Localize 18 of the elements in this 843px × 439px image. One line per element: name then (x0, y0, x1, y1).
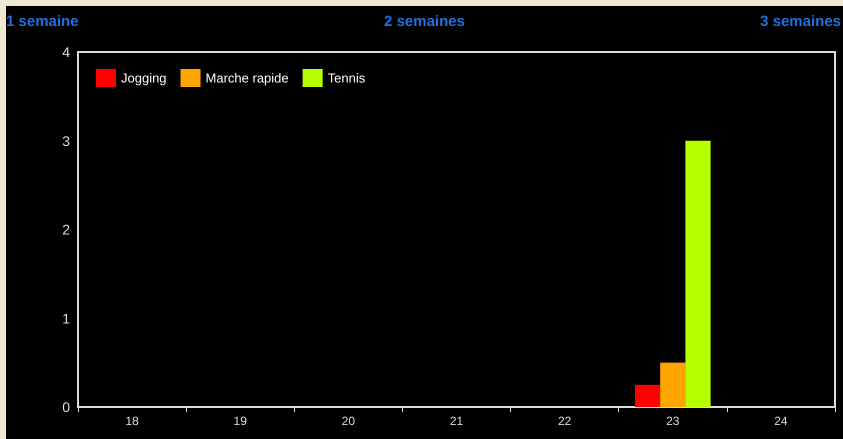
y-tick-label: 4 (62, 44, 70, 60)
y-tick-label: 1 (62, 310, 70, 326)
text: 2 semaines (384, 13, 465, 30)
x-tick-label: 18 (125, 414, 140, 428)
x-tick-label: 23 (666, 414, 680, 428)
y-tick-label: 2 (62, 222, 70, 238)
legend-label: Jogging (121, 70, 167, 86)
x-tick-label: 22 (558, 414, 572, 428)
y-tick-label: 3 (62, 132, 70, 149)
text: 3 semaines (760, 13, 841, 30)
text: 1 semaine (6, 13, 79, 30)
y-tick-label: 0 (62, 399, 70, 415)
legend-label: Tennis (328, 70, 366, 86)
x-tick-label: 20 (342, 414, 356, 428)
x-tick-label: 19 (234, 414, 248, 428)
x-tick-label: 21 (450, 414, 464, 428)
x-tick-label: 24 (774, 414, 788, 428)
legend-label: Marche rapide (206, 70, 289, 86)
